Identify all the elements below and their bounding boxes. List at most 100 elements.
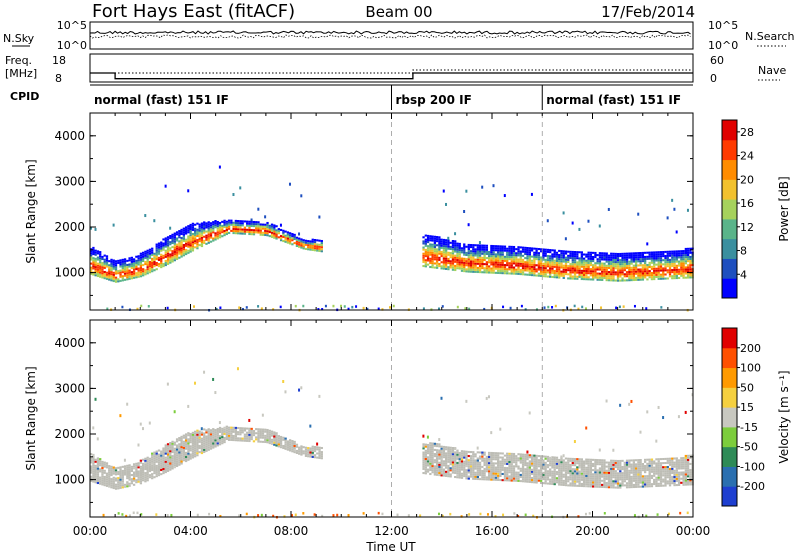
echo-cell <box>167 449 169 451</box>
echo-cell <box>472 248 474 250</box>
echo-cell <box>232 226 234 228</box>
echo-cell <box>583 260 585 262</box>
echo-cell <box>142 254 144 256</box>
echo-cell <box>676 259 678 261</box>
echo-cell <box>167 445 169 447</box>
echo-cell <box>97 464 99 466</box>
echo-cell <box>212 436 214 438</box>
echo-cell <box>481 476 483 478</box>
echo-cell <box>104 255 106 257</box>
echo-cell <box>275 229 277 231</box>
echo-cell <box>312 249 314 251</box>
echo-cell <box>508 467 510 469</box>
echo-cell <box>113 469 115 471</box>
echo-cell <box>151 469 153 471</box>
echo-cell <box>601 484 603 486</box>
echo-cell <box>221 235 223 237</box>
echo-cell <box>156 465 158 467</box>
echo-cell <box>239 224 241 226</box>
echo-cell <box>228 220 230 222</box>
echo-cell <box>436 464 438 466</box>
echo-cell <box>533 248 535 250</box>
echo-cell <box>443 456 445 458</box>
echo-cell <box>565 466 567 468</box>
scatter-cell <box>658 406 660 409</box>
echo-cell <box>278 228 280 230</box>
echo-cell <box>549 468 551 470</box>
echo-cell <box>639 258 641 260</box>
echo-cell <box>682 252 684 254</box>
echo-cell <box>599 267 601 269</box>
echo-cell <box>180 237 182 239</box>
echo-cell <box>495 462 497 464</box>
echo-cell <box>264 435 266 437</box>
echo-cell <box>488 253 490 255</box>
echo-cell <box>526 251 528 253</box>
echo-cell <box>122 277 124 279</box>
echo-cell <box>664 255 666 257</box>
echo-cell <box>99 257 101 259</box>
echo-cell <box>456 472 458 474</box>
echo-cell <box>689 274 691 276</box>
echo-cell <box>468 459 470 461</box>
echo-cell <box>126 276 128 278</box>
echo-cell <box>682 258 684 260</box>
echo-cell <box>99 479 101 481</box>
echo-cell <box>567 476 569 478</box>
echo-cell <box>425 251 427 253</box>
echo-cell <box>554 475 556 477</box>
echo-cell <box>572 276 574 278</box>
echo-cell <box>628 486 630 488</box>
echo-cell <box>262 441 264 443</box>
echo-cell <box>463 266 465 268</box>
echo-cell <box>578 483 580 485</box>
echo-cell <box>253 430 255 432</box>
echo-cell <box>642 266 644 268</box>
echo-cell <box>508 252 510 254</box>
echo-cell <box>450 264 452 266</box>
echo-cell <box>497 264 499 266</box>
echo-cell <box>122 484 124 486</box>
echo-cell <box>106 485 108 487</box>
echo-cell <box>443 464 445 466</box>
echo-cell <box>169 460 171 462</box>
echo-cell <box>160 262 162 264</box>
echo-cell <box>124 264 126 266</box>
echo-cell <box>219 429 221 431</box>
echo-cell <box>662 485 664 487</box>
echo-cell <box>158 464 160 466</box>
echo-cell <box>597 480 599 482</box>
echo-cell <box>578 261 580 263</box>
echo-cell <box>572 251 574 253</box>
echo-cell <box>431 455 433 457</box>
echo-cell <box>183 246 185 248</box>
echo-cell <box>194 242 196 244</box>
echo-cell <box>639 264 641 266</box>
echo-cell <box>594 252 596 254</box>
echo-cell <box>689 266 691 268</box>
echo-cell <box>131 478 133 480</box>
echo-cell <box>298 447 300 449</box>
echo-cell <box>583 473 585 475</box>
echo-cell <box>685 268 687 270</box>
echo-cell <box>486 470 488 472</box>
echo-cell <box>463 254 465 256</box>
ground-cell <box>257 305 259 308</box>
echo-cell <box>522 478 524 480</box>
echo-cell <box>147 252 149 254</box>
echo-cell <box>205 442 207 444</box>
echo-cell <box>271 439 273 441</box>
echo-cell <box>443 460 445 462</box>
echo-cell <box>459 454 461 456</box>
echo-cell <box>137 475 139 477</box>
echo-cell <box>203 232 205 234</box>
echo-cell <box>242 222 244 224</box>
echo-cell <box>135 463 137 465</box>
echo-cell <box>524 454 526 456</box>
echo-cell <box>628 269 630 271</box>
echo-cell <box>194 230 196 232</box>
echo-cell <box>156 453 158 455</box>
echo-cell <box>284 235 286 237</box>
echo-cell <box>167 244 169 246</box>
echo-cell <box>97 482 99 484</box>
